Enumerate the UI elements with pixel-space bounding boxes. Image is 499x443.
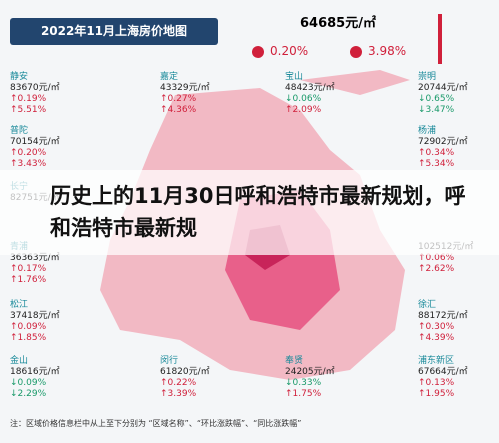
district: 杨浦 72902元/㎡ ↑0.34% ↑5.34% (418, 126, 468, 170)
district-price: 24205元/㎡ (285, 367, 335, 377)
district-price: 43329元/㎡ (160, 83, 210, 93)
district-name: 徐汇 (418, 300, 437, 310)
district-mom: ↑0.34% (418, 148, 455, 158)
district-yoy: ↑3.43% (10, 159, 47, 169)
summary-mom-text: 0.20% (270, 44, 309, 58)
overlay-title: 历史上的11月30日呼和浩特市最新规划，呼和浩特市最新规 (50, 184, 466, 240)
district: 嘉定 43329元/㎡ ↑0.27% ↑4.36% (160, 72, 210, 116)
district-mom: ↓0.65% (418, 94, 455, 104)
district: 静安 83670元/㎡ ↑0.19% ↑5.51% (10, 72, 60, 116)
district-yoy: ↑2.09% (285, 105, 322, 115)
summary-yoy: 3.98% (350, 44, 406, 58)
district: 崇明 20744元/㎡ ↓0.65% ↓3.47% (418, 72, 468, 116)
district-price: 37418元/㎡ (10, 311, 60, 321)
district-price: 67664元/㎡ (418, 367, 468, 377)
header-title: 2022年11月上海房价地图 (40, 24, 188, 38)
district-yoy: ↑4.36% (160, 105, 197, 115)
district: 奉贤 24205元/㎡ ↓0.33% ↑1.75% (285, 356, 335, 400)
district-name: 杨浦 (418, 126, 437, 136)
district-yoy: ↑5.34% (418, 159, 455, 169)
district: 宝山 48423元/㎡ ↓0.06% ↑2.09% (285, 72, 335, 116)
district: 金山 18616元/㎡ ↓0.09% ↓2.29% (10, 356, 60, 400)
header-bg (10, 18, 218, 45)
district-yoy: ↑3.39% (160, 389, 197, 399)
district-price: 83670元/㎡ (10, 83, 60, 93)
district-name: 浦东新区 (418, 356, 455, 366)
district-mom: ↓0.33% (285, 378, 322, 388)
district-mom: ↑0.17% (10, 264, 47, 274)
district-mom: ↓0.06% (285, 94, 322, 104)
district-price: 88172元/㎡ (418, 311, 468, 321)
district-name: 普陀 (10, 126, 29, 136)
district: 徐汇 88172元/㎡ ↑0.30% ↑4.39% (418, 300, 468, 344)
district: 闵行 61820元/㎡ ↑0.22% ↑3.39% (160, 356, 210, 400)
district-name: 奉贤 (285, 356, 304, 366)
district-mom: ↓0.09% (10, 378, 47, 388)
district-mom: ↑0.27% (160, 94, 197, 104)
district-yoy: ↓2.29% (10, 389, 47, 399)
summary-yoy-text: 3.98% (368, 44, 407, 58)
district-name: 宝山 (285, 72, 304, 82)
district-price: 36363元/㎡ (10, 253, 60, 263)
summary-price: 64685元/㎡ (300, 16, 376, 31)
summary-mom: 0.20% (252, 44, 308, 58)
district: 松江 37418元/㎡ ↑0.09% ↑1.85% (10, 300, 60, 344)
district-price: 72902元/㎡ (418, 137, 468, 147)
district-yoy: ↑1.75% (285, 389, 322, 399)
district-yoy: ↑1.95% (418, 389, 455, 399)
district-yoy: ↑4.39% (418, 333, 455, 343)
district-mom: ↑0.19% (10, 94, 47, 104)
district-yoy: ↑2.62% (418, 264, 455, 274)
district-name: 静安 (10, 72, 29, 82)
district-price: 61820元/㎡ (160, 367, 210, 377)
district-price: 48423元/㎡ (285, 83, 335, 93)
footer-note: 注：区域价格信息栏中从上至下分别为 “区域名称”、“环比涨跌幅”、“同比涨跌幅” (10, 419, 302, 428)
district-mom: ↑0.09% (10, 322, 47, 332)
district-mom: ↑0.30% (418, 322, 455, 332)
district-name: 崇明 (418, 72, 437, 82)
district-yoy: ↓3.47% (418, 105, 455, 115)
district-price: 20744元/㎡ (418, 83, 468, 93)
district-yoy: ↑1.76% (10, 275, 47, 285)
district-name: 闵行 (160, 356, 179, 366)
district-price: 70154元/㎡ (10, 137, 60, 147)
tower-icon (438, 14, 442, 64)
overlay-band (0, 170, 499, 255)
district: 浦东新区 67664元/㎡ ↑0.13% ↑1.95% (418, 356, 468, 400)
district-yoy: ↑1.85% (10, 333, 47, 343)
district-name: 金山 (10, 356, 29, 366)
district-price: 18616元/㎡ (10, 367, 60, 377)
district-mom: ↑0.22% (160, 378, 197, 388)
district: 普陀 70154元/㎡ ↑0.20% ↑3.43% (10, 126, 60, 170)
district-yoy: ↑5.51% (10, 105, 47, 115)
district-name: 松江 (10, 300, 29, 310)
district-mom: ↑0.13% (418, 378, 455, 388)
district-mom: ↑0.06% (418, 253, 455, 263)
district-mom: ↑0.20% (10, 148, 47, 158)
district-name: 嘉定 (160, 72, 179, 82)
